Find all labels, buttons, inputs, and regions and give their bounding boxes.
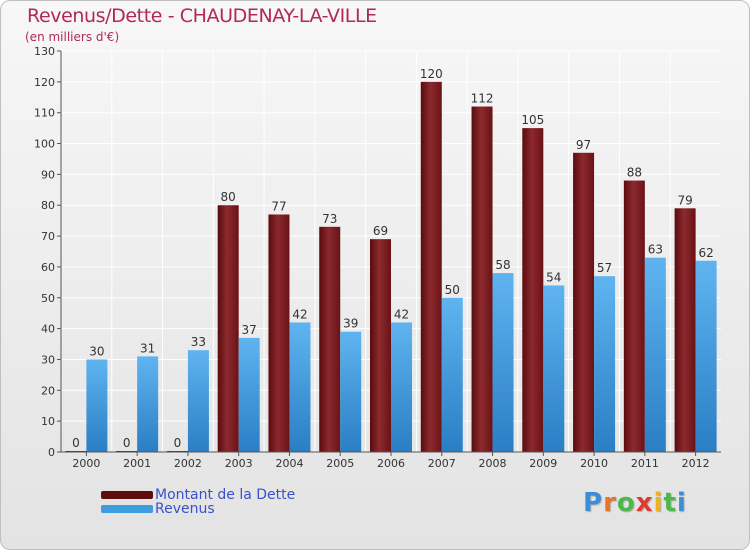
y-tick-label-20: 20 <box>41 384 55 397</box>
x-tick-label-2006: 2006 <box>377 457 405 470</box>
bar-dette-2003 <box>217 205 239 452</box>
legend-label-dette: Montant de la Dette <box>155 487 296 503</box>
axes: 0 10 20 30 40 50 60 70 80 90 100 110 120 130 2000 2001 2… <box>34 45 721 470</box>
chart-unit-label: (en milliers d'€) <box>25 30 120 44</box>
bar-dette-2005 <box>319 226 341 452</box>
legend-swatch-dette <box>101 491 153 499</box>
y-tick-label-80: 80 <box>41 199 55 212</box>
label-revenus-2005: 39 <box>343 317 358 331</box>
label-revenus-2000: 30 <box>89 344 104 358</box>
bar-revenus-2002 <box>187 350 209 452</box>
logo-letter: t <box>663 488 677 518</box>
logo-letter: i <box>653 488 664 518</box>
label-dette-2003: 80 <box>221 190 236 204</box>
bars <box>65 81 717 453</box>
label-dette-2011: 88 <box>627 166 642 180</box>
bar-revenus-2000 <box>86 359 108 452</box>
label-dette-2005: 73 <box>322 212 337 226</box>
legend-item-dette: Montant de la Dette <box>101 487 296 503</box>
label-revenus-2010: 57 <box>597 261 612 275</box>
y-tick-label-120: 120 <box>34 76 55 89</box>
bar-revenus-2005 <box>340 331 362 452</box>
y-tick-label-110: 110 <box>34 107 55 120</box>
bar-revenus-2004 <box>289 322 311 452</box>
x-tick-label-2010: 2010 <box>580 457 608 470</box>
legend-swatch-revenus <box>101 505 153 513</box>
label-revenus-2007: 50 <box>445 283 460 297</box>
y-tick-label-130: 130 <box>34 45 55 58</box>
y-tick-label-0: 0 <box>48 446 55 459</box>
bar-dette-2009 <box>522 128 544 452</box>
bar-revenus-2012 <box>695 260 717 452</box>
label-dette-2004: 77 <box>271 199 286 213</box>
label-revenus-2004: 42 <box>292 307 307 321</box>
bar-revenus-2009 <box>543 285 565 452</box>
proxiti-logo: Proxiti <box>583 488 687 518</box>
y-tick-label-70: 70 <box>41 230 55 243</box>
label-dette-2009: 105 <box>521 113 544 127</box>
x-tick-label-2001: 2001 <box>123 457 151 470</box>
bar-revenus-2011 <box>644 257 666 452</box>
label-dette-2000: 0 <box>72 436 80 450</box>
x-tick-label-2011: 2011 <box>631 457 659 470</box>
label-revenus-2009: 54 <box>546 270 561 284</box>
x-tick-label-2004: 2004 <box>275 457 303 470</box>
x-tick-label-2008: 2008 <box>479 457 507 470</box>
bar-dette-2011 <box>623 180 645 453</box>
x-tick-label-2003: 2003 <box>225 457 253 470</box>
label-dette-2001: 0 <box>123 436 131 450</box>
label-revenus-2012: 62 <box>698 246 713 260</box>
label-dette-2010: 97 <box>576 138 591 152</box>
x-tick-label-2002: 2002 <box>174 457 202 470</box>
logo-letter: o <box>616 488 636 518</box>
bar-dette-2012 <box>674 208 696 452</box>
bar-revenus-2010 <box>594 276 616 452</box>
y-tick-label-60: 60 <box>41 261 55 274</box>
logo-letter: P <box>583 488 604 518</box>
legend-label-revenus: Revenus <box>155 501 215 517</box>
bar-dette-2004 <box>268 214 290 452</box>
value-labels: 0 30 0 31 0 33 80 37 77 42 73 39 69 42 120 50 112 58 105 54… <box>72 67 714 450</box>
legend-item-revenus: Revenus <box>101 501 215 517</box>
bar-revenus-2001 <box>137 356 159 452</box>
x-tick-label-2009: 2009 <box>529 457 557 470</box>
y-tick-label-40: 40 <box>41 323 55 336</box>
bar-revenus-2007 <box>441 297 463 452</box>
bar-revenus-2008 <box>492 273 514 452</box>
chart-title: Revenus/Dette - CHAUDENAY-LA-VILLE <box>27 5 377 27</box>
x-tick-label-2012: 2012 <box>682 457 710 470</box>
bar-dette-2010 <box>573 152 595 453</box>
y-tick-label-100: 100 <box>34 138 55 151</box>
y-tick-label-30: 30 <box>41 353 55 366</box>
bar-dette-2007 <box>420 81 442 452</box>
label-dette-2006: 69 <box>373 224 388 238</box>
label-revenus-2002: 33 <box>191 335 206 349</box>
label-dette-2008: 112 <box>471 92 494 106</box>
logo-letter: x <box>635 488 654 518</box>
label-revenus-2011: 63 <box>648 243 663 257</box>
bar-revenus-2006 <box>391 322 412 452</box>
label-revenus-2001: 31 <box>140 341 155 355</box>
label-dette-2012: 79 <box>677 193 692 207</box>
bar-dette-2006 <box>370 239 391 452</box>
x-tick-label-2007: 2007 <box>428 457 456 470</box>
label-dette-2002: 0 <box>174 436 182 450</box>
label-revenus-2003: 37 <box>242 323 257 337</box>
y-tick-label-10: 10 <box>41 415 55 428</box>
y-tick-label-90: 90 <box>41 168 55 181</box>
bar-revenus-2003 <box>238 337 260 452</box>
label-revenus-2008: 58 <box>495 258 510 272</box>
logo-letter: r <box>603 488 617 518</box>
x-tick-label-2000: 2000 <box>72 457 100 470</box>
label-revenus-2006: 42 <box>394 307 409 321</box>
y-tick-label-50: 50 <box>41 292 55 305</box>
bar-dette-2008 <box>471 106 493 453</box>
label-dette-2007: 120 <box>420 67 443 81</box>
logo-letter: i <box>676 488 687 518</box>
x-tick-label-2005: 2005 <box>326 457 354 470</box>
